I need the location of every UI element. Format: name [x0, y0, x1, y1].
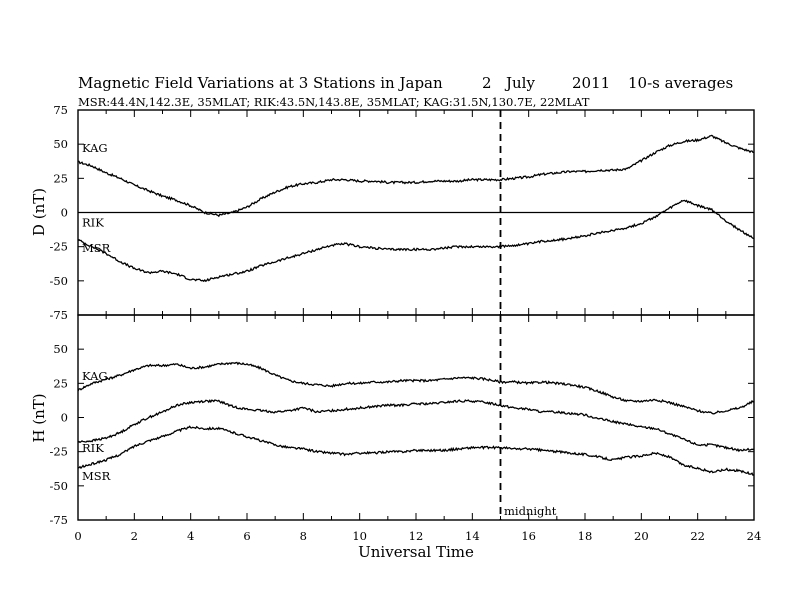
d-series-labels: KAG MSR RIK — [82, 141, 111, 255]
d-y-axis-label: D (nT) — [30, 188, 48, 236]
chart-title-month: July — [504, 74, 535, 92]
h-series-label-rik: RIK — [82, 441, 104, 455]
d-y-tick-label: 25 — [53, 171, 68, 185]
d-series-label-kag: KAG — [82, 141, 108, 155]
d-y-tick-label: 0 — [61, 206, 68, 220]
d-y-tick-label: -25 — [49, 240, 68, 254]
chart-title-day: 2 — [482, 74, 492, 92]
x-tick-label: 6 — [243, 529, 250, 543]
h-series-group — [77, 361, 755, 476]
d-y-tick-label: -50 — [49, 274, 68, 288]
chart-subtitle: MSR:44.4N,142.3E, 35MLAT; RIK:43.5N,143.… — [78, 95, 590, 109]
x-tick-label: 22 — [690, 529, 705, 543]
x-tick-label: 20 — [634, 529, 649, 543]
x-tick-label: 8 — [300, 529, 307, 543]
x-tick-label: 0 — [74, 529, 81, 543]
chart-title: Magnetic Field Variations at 3 Stations … — [78, 74, 443, 92]
h-x-ticks — [77, 315, 755, 520]
chart-title-year: 2011 — [572, 74, 610, 92]
d-y-tick-label: -75 — [49, 308, 68, 322]
h-y-tick-label: -75 — [49, 513, 68, 527]
x-tick-labels: 0 2 4 6 8 10 12 14 16 18 20 22 24 — [74, 529, 761, 543]
d-series-label-rik: RIK — [82, 216, 104, 230]
d-y-tick-label: 75 — [53, 103, 68, 117]
h-series-label-msr: MSR — [82, 469, 111, 483]
d-series-kag-line — [77, 134, 754, 218]
d-series-label-msr: MSR — [82, 241, 111, 255]
x-tick-label: 10 — [352, 529, 367, 543]
h-series-kag-line — [77, 361, 755, 415]
h-y-tick-label: 25 — [53, 376, 68, 390]
chart-title-averaging: 10-s averages — [628, 74, 733, 92]
h-y-axis-label: H (nT) — [30, 393, 48, 442]
h-panel: -75 -50 -25 0 25 50 KAG RIK MSR H (nT) — [30, 314, 755, 527]
d-y-ticks: -75 -50 -25 0 25 50 75 — [49, 103, 754, 322]
x-tick-label: 2 — [131, 529, 138, 543]
midnight-annotation: midnight — [504, 504, 557, 518]
x-tick-label: 16 — [521, 529, 536, 543]
x-axis-label: Universal Time — [358, 543, 474, 561]
d-series-group — [77, 134, 755, 283]
h-series-label-kag: KAG — [82, 369, 108, 383]
x-tick-label: 14 — [465, 529, 480, 543]
x-tick-label: 12 — [409, 529, 424, 543]
h-series-rik-line — [77, 399, 755, 453]
h-y-tick-label: -50 — [49, 479, 68, 493]
d-panel: -75 -50 -25 0 25 50 75 KAG MSR RIK D (nT) — [30, 103, 755, 322]
h-series-labels: KAG RIK MSR — [82, 369, 111, 483]
x-tick-label: 24 — [747, 529, 762, 543]
h-y-tick-label: 0 — [61, 411, 68, 425]
h-y-tick-label: -25 — [49, 445, 68, 459]
x-tick-label: 4 — [187, 529, 194, 543]
x-tick-label: 18 — [578, 529, 593, 543]
d-y-tick-label: 50 — [53, 137, 68, 151]
h-y-tick-label: 50 — [53, 342, 68, 356]
d-series-msr-line — [77, 199, 755, 283]
h-series-msr-line — [78, 425, 755, 476]
h-y-ticks: -75 -50 -25 0 25 50 — [49, 314, 754, 527]
